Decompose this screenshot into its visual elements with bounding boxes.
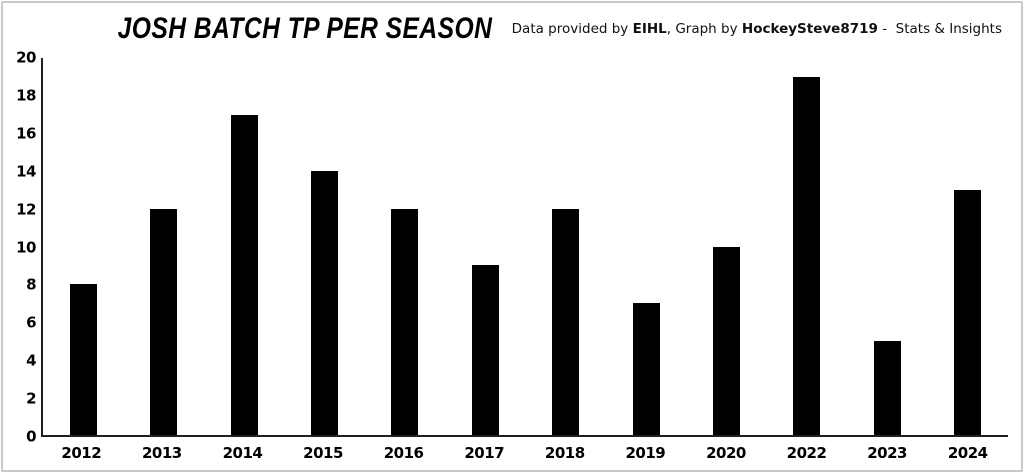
bar-2014 <box>230 114 258 435</box>
x-tick-label-2020: 2020 <box>706 444 746 462</box>
attribution-middle: , Graph by <box>666 21 742 37</box>
y-tick-label-0: 0 <box>26 427 36 446</box>
y-tick-label-2: 2 <box>26 389 36 408</box>
y-tick-label-6: 6 <box>26 313 36 332</box>
attribution-source: EIHL <box>632 21 667 37</box>
attribution-prefix: Data provided by <box>511 21 633 37</box>
bar-2022 <box>793 76 821 435</box>
bar-2023 <box>873 340 901 435</box>
bar-2017 <box>471 265 499 435</box>
bar-2018 <box>552 208 580 435</box>
x-tick-label-2022: 2022 <box>786 444 827 462</box>
y-tick-label-18: 18 <box>16 86 36 105</box>
x-tick-label-2012: 2012 <box>61 444 102 462</box>
chart-title: JOSH BATCH TP PER SEASON <box>117 12 493 45</box>
plot-area <box>41 58 1008 437</box>
x-axis-labels: 2012 2013 2014 2015 2016 2017 2018 2019 2020 2022… <box>41 444 1008 466</box>
x-tick-label-2014: 2014 <box>222 444 263 462</box>
bar-2012 <box>69 284 97 435</box>
bar-2016 <box>391 208 419 435</box>
bar-2019 <box>632 303 660 435</box>
attribution-text: Data provided by EIHL, Graph by HockeySt… <box>512 21 1002 37</box>
y-tick-label-10: 10 <box>16 238 36 256</box>
x-tick-label-2019: 2019 <box>625 444 666 462</box>
attribution-suffix: - Stats & Insights <box>877 21 1002 37</box>
x-tick-label-2024: 2024 <box>947 444 988 462</box>
y-tick-label-16: 16 <box>16 124 36 143</box>
bar-2020 <box>713 246 741 435</box>
y-tick-label-20: 20 <box>16 48 36 67</box>
bar-2015 <box>310 171 338 435</box>
y-tick-label-8: 8 <box>26 275 36 294</box>
x-tick-label-2015: 2015 <box>303 444 343 462</box>
x-tick-label-2018: 2018 <box>544 444 585 462</box>
y-tick-label-4: 4 <box>26 351 36 370</box>
bar-2013 <box>150 208 178 435</box>
x-tick-label-2017: 2017 <box>464 444 505 462</box>
bar-2024 <box>954 189 982 435</box>
y-tick-label-14: 14 <box>16 162 36 181</box>
attribution-author: HockeySteve8719 <box>741 21 878 37</box>
x-tick-label-2013: 2013 <box>142 444 182 462</box>
y-axis-labels: 0 2 4 6 8 10 12 14 16 18 20 <box>6 50 36 444</box>
y-tick-label-12: 12 <box>16 200 36 219</box>
x-tick-label-2016: 2016 <box>383 444 424 462</box>
x-tick-label-2023: 2023 <box>867 444 907 462</box>
